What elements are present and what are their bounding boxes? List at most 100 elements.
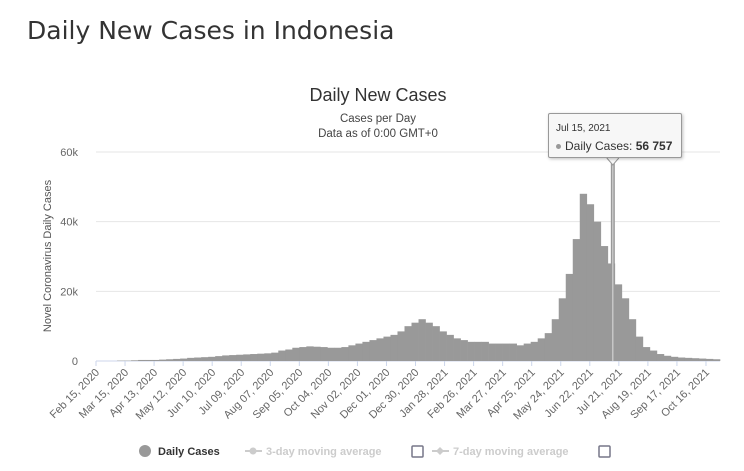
bar[interactable] bbox=[397, 331, 405, 361]
bar[interactable] bbox=[243, 354, 251, 361]
bar[interactable] bbox=[572, 239, 581, 361]
bar[interactable] bbox=[621, 298, 630, 361]
bar[interactable] bbox=[600, 246, 609, 361]
bar[interactable] bbox=[502, 343, 510, 361]
bar[interactable] bbox=[530, 341, 539, 361]
3day-checkbox[interactable] bbox=[411, 445, 424, 458]
bar[interactable] bbox=[684, 357, 693, 361]
bar[interactable] bbox=[425, 322, 433, 361]
bar[interactable] bbox=[341, 347, 349, 361]
bar[interactable] bbox=[145, 359, 153, 361]
legend-item-7day-average[interactable]: 7-day moving average bbox=[453, 446, 569, 458]
bar[interactable] bbox=[628, 319, 637, 361]
bar[interactable] bbox=[257, 353, 265, 361]
bar[interactable] bbox=[495, 343, 503, 361]
bar[interactable] bbox=[551, 319, 560, 361]
page-title: Daily New Cases in Indonesia bbox=[27, 16, 395, 45]
bar[interactable] bbox=[327, 347, 335, 361]
bar[interactable] bbox=[187, 357, 195, 361]
bar[interactable] bbox=[467, 341, 475, 361]
bar[interactable] bbox=[712, 359, 721, 361]
bar[interactable] bbox=[138, 359, 146, 361]
bar[interactable] bbox=[362, 341, 370, 361]
bar[interactable] bbox=[453, 338, 461, 361]
x-tick-label: Feb 15, 2020 bbox=[48, 367, 102, 421]
bar[interactable] bbox=[201, 357, 209, 361]
bar[interactable] bbox=[656, 354, 665, 361]
bar[interactable] bbox=[705, 358, 714, 361]
bar[interactable] bbox=[418, 319, 426, 361]
bar[interactable] bbox=[558, 298, 567, 361]
bar[interactable] bbox=[565, 273, 574, 361]
bar[interactable] bbox=[208, 356, 216, 361]
bar[interactable] bbox=[271, 352, 279, 361]
bar[interactable] bbox=[313, 346, 321, 361]
bar[interactable] bbox=[285, 349, 293, 361]
y-axis-title: Novel Coronavirus Daily Cases bbox=[42, 179, 54, 332]
bar[interactable] bbox=[264, 353, 272, 361]
bar[interactable] bbox=[180, 358, 188, 361]
tooltip-dot-icon bbox=[556, 144, 561, 150]
bar[interactable] bbox=[460, 340, 468, 361]
bar[interactable] bbox=[614, 284, 623, 361]
bar[interactable] bbox=[236, 354, 244, 361]
bar[interactable] bbox=[677, 357, 686, 361]
bar[interactable] bbox=[670, 356, 679, 361]
bar[interactable] bbox=[698, 358, 707, 361]
bar[interactable] bbox=[390, 334, 398, 361]
bar[interactable] bbox=[404, 326, 412, 361]
bar[interactable] bbox=[579, 193, 588, 361]
legend-marker-daily-cases bbox=[139, 445, 151, 457]
bar[interactable] bbox=[299, 347, 307, 361]
bar[interactable] bbox=[215, 356, 223, 361]
bar[interactable] bbox=[376, 338, 384, 361]
bar[interactable] bbox=[250, 354, 258, 361]
bar[interactable] bbox=[222, 355, 230, 361]
bar[interactable] bbox=[509, 343, 517, 361]
legend-item-daily-cases[interactable]: Daily Cases bbox=[158, 446, 220, 458]
bar[interactable] bbox=[474, 341, 482, 361]
bar[interactable] bbox=[173, 358, 181, 361]
bar[interactable] bbox=[229, 355, 237, 361]
bar[interactable] bbox=[649, 350, 658, 361]
bar[interactable] bbox=[411, 322, 419, 361]
bar[interactable] bbox=[320, 347, 328, 361]
bar[interactable] bbox=[446, 334, 454, 361]
bar[interactable] bbox=[355, 343, 363, 361]
y-tick-label: 0 bbox=[72, 356, 78, 368]
bar[interactable] bbox=[516, 345, 524, 361]
bar[interactable] bbox=[278, 350, 286, 361]
bar[interactable] bbox=[166, 359, 174, 361]
bar[interactable] bbox=[383, 336, 391, 361]
tooltip-value: 56 757 bbox=[635, 139, 673, 153]
tooltip-date: Jul 15, 2021 bbox=[556, 123, 611, 134]
bar[interactable] bbox=[306, 346, 314, 361]
bar[interactable] bbox=[432, 326, 440, 361]
bar[interactable] bbox=[194, 357, 202, 361]
bar[interactable] bbox=[635, 336, 644, 361]
bar[interactable] bbox=[334, 347, 342, 361]
bar[interactable] bbox=[593, 221, 602, 361]
bar[interactable] bbox=[523, 343, 531, 361]
bar[interactable] bbox=[131, 360, 139, 361]
bar[interactable] bbox=[663, 355, 672, 361]
bar[interactable] bbox=[152, 359, 160, 361]
bar[interactable] bbox=[586, 204, 595, 361]
bar[interactable] bbox=[481, 341, 489, 361]
bar[interactable] bbox=[488, 343, 496, 361]
7day-checkbox[interactable] bbox=[598, 445, 611, 458]
bar[interactable] bbox=[691, 358, 700, 361]
bar[interactable] bbox=[348, 345, 356, 361]
bar[interactable] bbox=[439, 331, 447, 361]
tooltip: Jul 15, 2021 Daily Cases: 56 757 bbox=[548, 113, 682, 158]
legend: Daily Cases 3-day moving average 7-day m… bbox=[139, 445, 611, 458]
legend-marker-7day bbox=[436, 447, 444, 455]
bar[interactable] bbox=[159, 359, 167, 361]
bar[interactable] bbox=[537, 338, 546, 361]
bar[interactable] bbox=[292, 347, 300, 361]
bar[interactable] bbox=[544, 333, 553, 361]
bar[interactable] bbox=[369, 340, 377, 361]
bar[interactable] bbox=[642, 347, 651, 361]
legend-item-3day-average[interactable]: 3-day moving average bbox=[266, 446, 382, 458]
